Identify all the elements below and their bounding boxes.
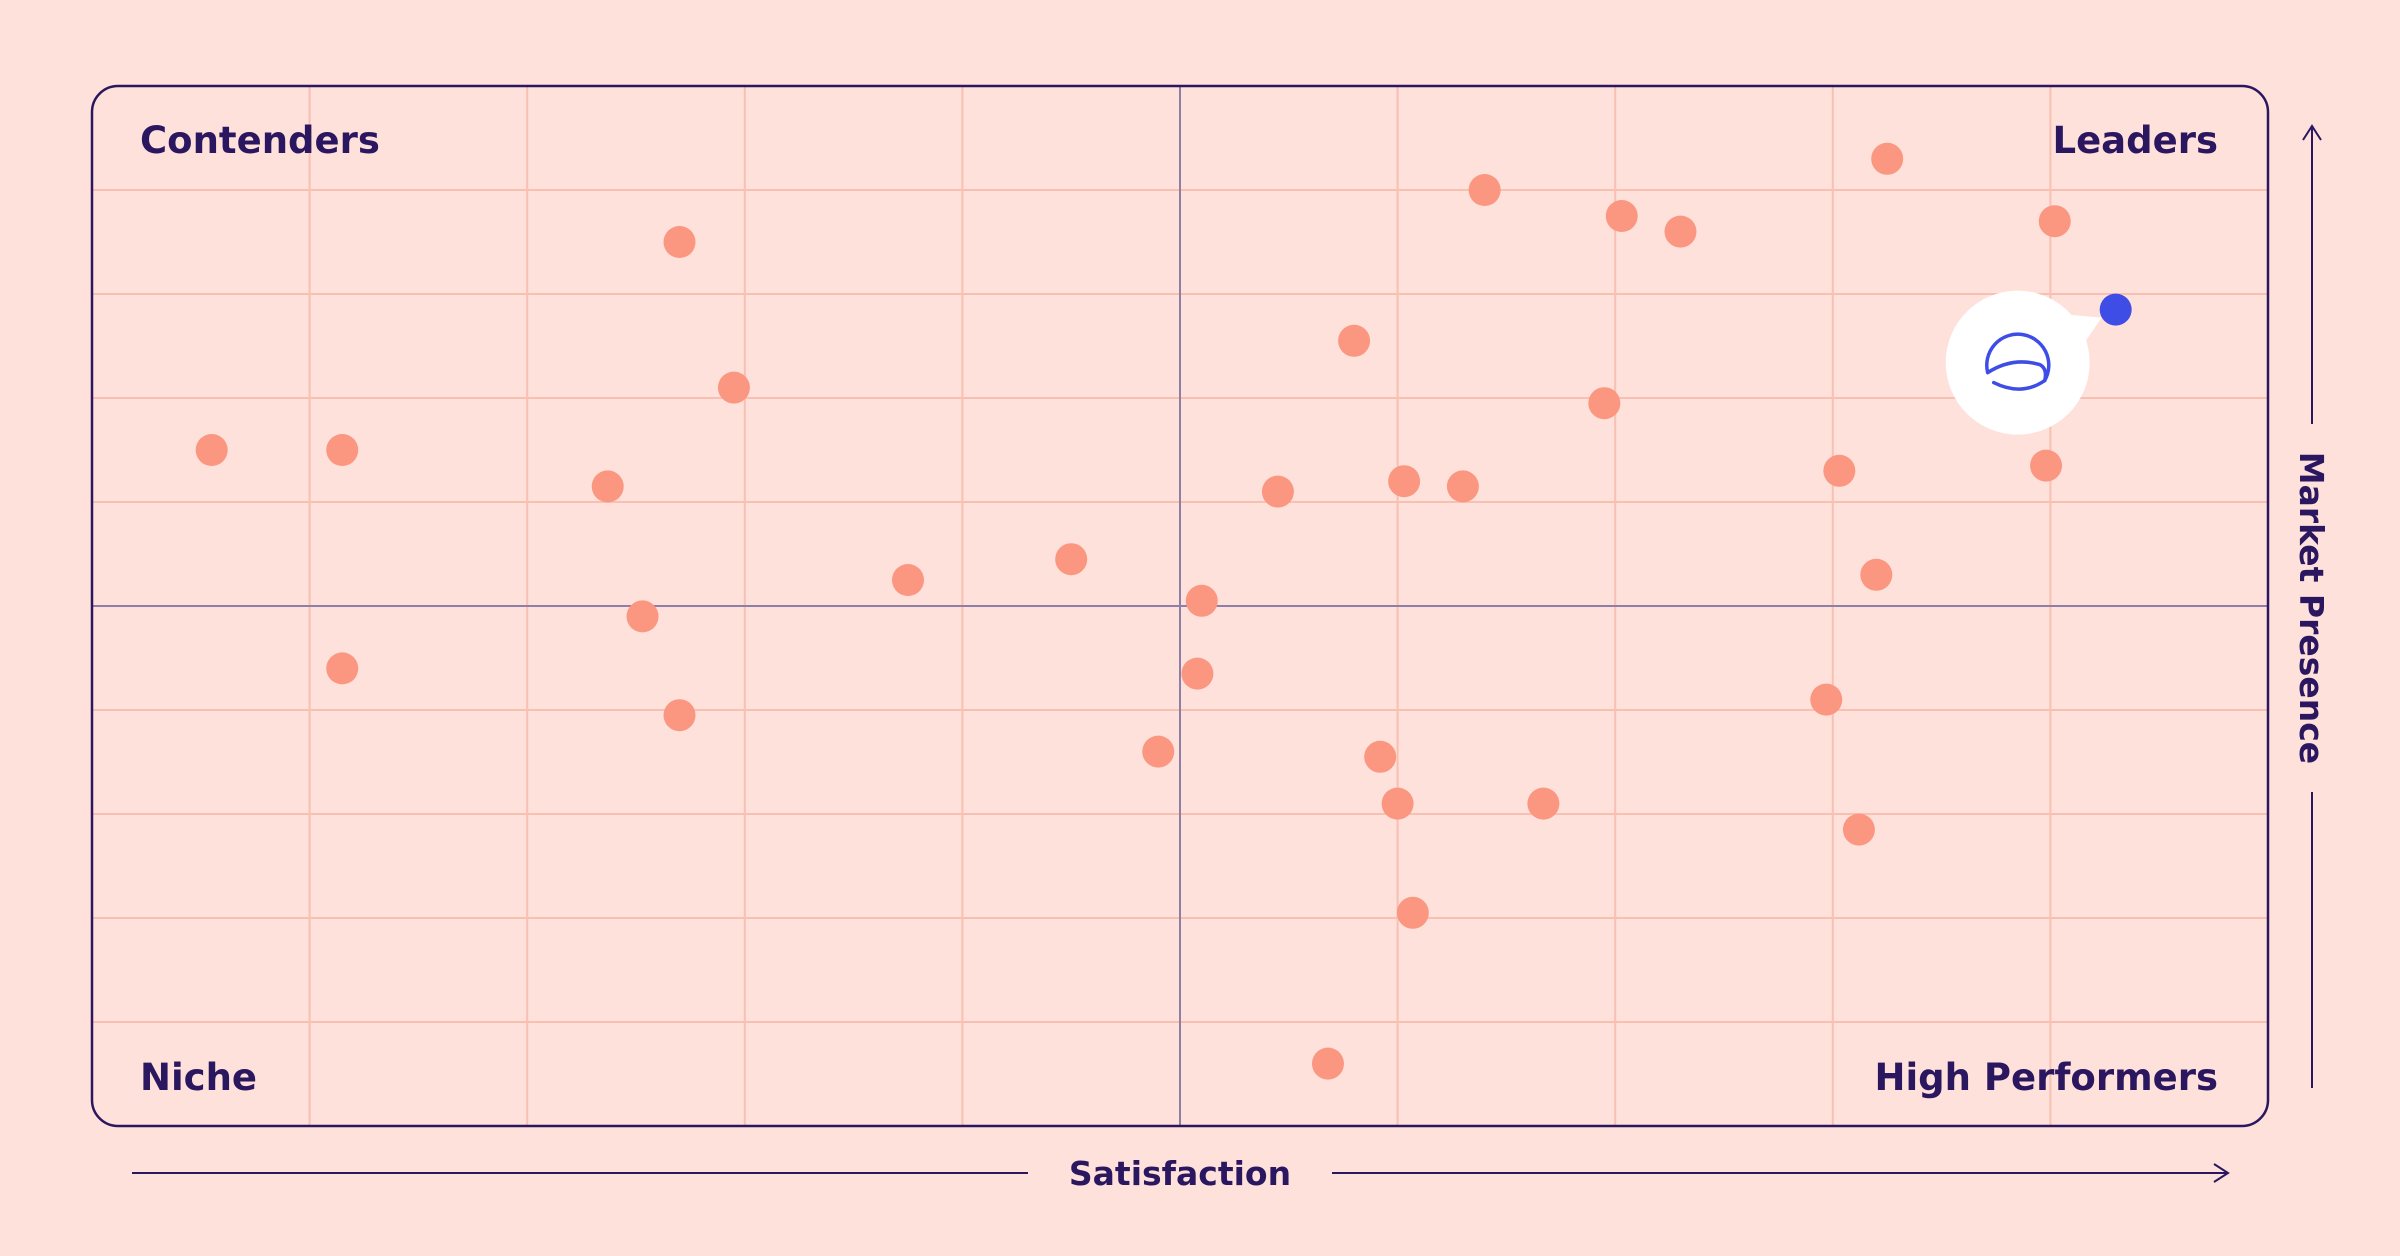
data-point bbox=[892, 564, 924, 596]
logo-bubble bbox=[1945, 290, 2102, 435]
data-point bbox=[1338, 324, 1371, 357]
quadrant-label-leaders: Leaders bbox=[2053, 119, 2219, 162]
data-point bbox=[1810, 683, 1843, 716]
brand-logo-arc bbox=[1985, 332, 2051, 383]
data-point bbox=[1871, 142, 1904, 175]
y-axis-label: Market Presence bbox=[2292, 452, 2331, 764]
data-point bbox=[717, 371, 750, 404]
x-axis-arrowhead bbox=[2213, 1163, 2230, 1183]
highlighted-product bbox=[1945, 290, 2132, 435]
data-point bbox=[195, 434, 228, 466]
data-point bbox=[663, 699, 696, 732]
data-points bbox=[195, 142, 2071, 1080]
data-point bbox=[1664, 215, 1697, 248]
data-point bbox=[1396, 896, 1429, 929]
data-point bbox=[326, 652, 359, 685]
data-point bbox=[591, 470, 624, 503]
plot-frame bbox=[90, 84, 2270, 1128]
data-point bbox=[326, 434, 359, 466]
data-point bbox=[1311, 1047, 1344, 1080]
data-point bbox=[1388, 465, 1421, 498]
quadrant-label-niche: Niche bbox=[140, 1056, 257, 1099]
quadrant-dividers bbox=[92, 86, 2268, 1126]
data-point bbox=[1842, 813, 1875, 846]
data-point bbox=[1605, 200, 1638, 232]
y-axis-arrowhead bbox=[2302, 124, 2322, 141]
data-point bbox=[1446, 470, 1479, 503]
data-point bbox=[1185, 584, 1218, 617]
data-point bbox=[1588, 387, 1621, 420]
quadrant-label-high-performers: High Performers bbox=[1875, 1056, 2219, 1099]
highlighted-data-point bbox=[2099, 293, 2132, 326]
brand-logo-wave bbox=[1985, 360, 2048, 391]
data-point bbox=[1181, 657, 1214, 690]
data-point bbox=[1261, 475, 1294, 508]
data-point bbox=[626, 600, 659, 633]
data-point bbox=[1527, 787, 1560, 820]
x-axis-label: Satisfaction bbox=[1069, 1154, 1291, 1193]
data-point bbox=[1860, 558, 1893, 591]
quadrant-label-contenders: Contenders bbox=[140, 119, 380, 162]
data-point bbox=[1468, 174, 1501, 206]
data-point bbox=[2030, 449, 2063, 482]
data-point bbox=[663, 226, 696, 258]
data-point bbox=[1364, 740, 1397, 773]
data-point bbox=[1142, 735, 1175, 768]
data-point bbox=[2038, 205, 2071, 238]
brand-logo-icon bbox=[1985, 332, 2051, 391]
data-point bbox=[1381, 787, 1414, 820]
data-point bbox=[1823, 454, 1856, 487]
data-point bbox=[1055, 543, 1088, 576]
